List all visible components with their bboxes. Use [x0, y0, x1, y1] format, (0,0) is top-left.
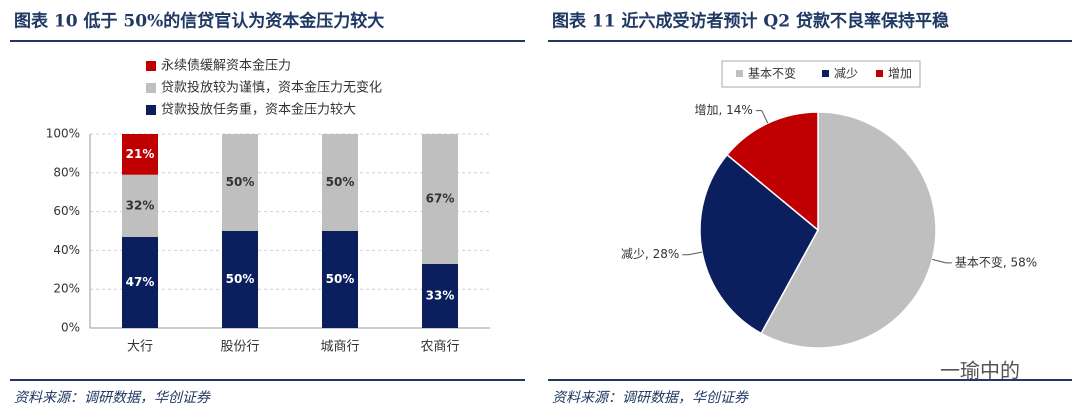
- source: 资料来源：调研数据，华创证券: [14, 390, 211, 406]
- watermark: 一瑜中的: [940, 359, 1020, 383]
- legend-swatch: [822, 70, 829, 77]
- legend-swatch: [146, 83, 156, 93]
- pie-slice: [699, 153, 819, 335]
- legend-swatch: [146, 105, 156, 115]
- data-label: 21%: [126, 147, 155, 161]
- y-tick-label: 40%: [53, 243, 80, 257]
- data-label: 50%: [226, 175, 255, 189]
- data-label: 67%: [426, 191, 455, 205]
- bar-segment: [322, 231, 358, 328]
- y-tick-label: 0%: [61, 321, 80, 335]
- x-tick-label: 城商行: [320, 340, 359, 355]
- chart-title: 图表 11 近六成受访者预计 Q2 贷款不良率保持平稳: [552, 11, 949, 32]
- data-label: 增加, 14%: [694, 103, 752, 117]
- bar-segment: [322, 134, 358, 231]
- bar-segment: [422, 263, 458, 328]
- data-label: 32%: [126, 198, 155, 212]
- bar-segment: [122, 174, 158, 237]
- data-label: 减少, 28%: [621, 247, 679, 261]
- legend-swatch: [876, 70, 883, 77]
- x-tick-label: 农商行: [420, 340, 459, 355]
- y-tick-label: 100%: [46, 127, 80, 141]
- data-label: 50%: [226, 272, 255, 286]
- legend-swatch: [736, 70, 743, 77]
- bar-segment: [122, 236, 158, 328]
- y-tick-label: 60%: [53, 204, 80, 218]
- legend-label: 永续债缓解资本金压力: [161, 58, 291, 74]
- y-tick-label: 20%: [53, 282, 80, 296]
- leader-line: [755, 110, 769, 124]
- data-label: 基本不变, 58%: [955, 254, 1037, 269]
- data-label: 50%: [326, 175, 355, 189]
- y-tick-label: 80%: [53, 165, 80, 179]
- bar-segment: [222, 231, 258, 328]
- legend-label: 贷款投放较为谨慎，资本金压力无变化: [161, 80, 382, 96]
- source: 资料来源：调研数据，华创证券: [552, 390, 749, 406]
- data-label: 33%: [426, 288, 455, 302]
- legend-swatch: [146, 61, 156, 71]
- bar-segment: [222, 134, 258, 231]
- leader-line: [932, 258, 952, 264]
- data-label: 50%: [326, 272, 355, 286]
- chart-title: 图表 10 低于 50%的信贷官认为资本金压力较大: [14, 11, 384, 32]
- legend-box: [721, 60, 921, 88]
- data-label: 47%: [126, 275, 155, 289]
- x-tick-label: 大行: [127, 340, 153, 355]
- legend-label: 贷款投放任务重，资本金压力较大: [161, 102, 356, 118]
- leader-line: [682, 251, 703, 256]
- x-tick-label: 股份行: [220, 340, 259, 355]
- legend-label: 减少: [834, 67, 858, 81]
- legend-label: 基本不变: [748, 66, 796, 81]
- bar-segment: [122, 134, 158, 175]
- legend-label: 增加: [888, 67, 912, 81]
- bar-segment: [422, 134, 458, 264]
